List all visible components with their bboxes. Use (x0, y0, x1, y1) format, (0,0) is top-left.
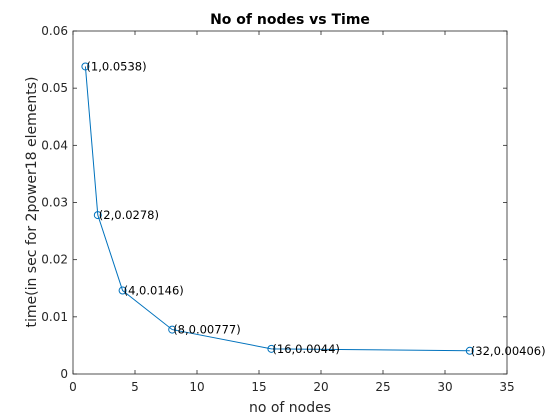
y-tick-label: 0.01 (41, 310, 68, 324)
data-point-label: (32,0.00406) (471, 344, 546, 358)
data-point-label: (16,0.0044) (272, 342, 340, 356)
data-point-label: (8,0.00777) (173, 323, 241, 337)
chart-title: No of nodes vs Time (210, 12, 370, 28)
data-point-marker (465, 346, 474, 355)
data-point-marker (267, 344, 276, 353)
data-point-marker (81, 62, 90, 71)
x-tick-label: 20 (313, 380, 328, 394)
x-tick-label: 0 (69, 380, 77, 394)
y-axis-label: time(in sec for 2power18 elements) (24, 77, 40, 328)
y-tick-label: 0.04 (41, 138, 68, 152)
data-point-marker (168, 325, 177, 334)
x-tick-label: 35 (499, 380, 514, 394)
series-line (84, 66, 470, 352)
x-tick-label: 10 (189, 380, 204, 394)
data-labels: (1,0.0538) (2,0.0278) (4,0.0146) (8,0.00777… (86, 59, 545, 357)
x-axis-ticks: 0 5 10 15 20 25 30 35 (69, 31, 515, 394)
data-series (81, 62, 474, 355)
x-tick-label: 5 (131, 380, 139, 394)
y-tick-label: 0 (60, 367, 68, 381)
x-tick-label: 15 (251, 380, 266, 394)
y-tick-label: 0.05 (41, 81, 68, 95)
plot-area-frame (72, 30, 508, 375)
y-axis-ticks: 0 0.01 0.02 0.03 0.04 0.05 0.06 (41, 24, 507, 381)
data-point-marker (93, 211, 102, 220)
data-point-label: (4,0.0146) (124, 284, 184, 298)
x-tick-label: 30 (437, 380, 452, 394)
y-tick-label: 0.02 (41, 253, 68, 267)
y-tick-label: 0.06 (41, 24, 68, 38)
x-tick-label: 25 (375, 380, 390, 394)
data-point-marker (118, 286, 127, 295)
y-tick-label: 0.03 (41, 196, 68, 210)
data-point-label: (1,0.0538) (86, 59, 146, 73)
x-axis-label: no of nodes (249, 400, 331, 416)
data-point-label: (2,0.0278) (99, 208, 159, 222)
